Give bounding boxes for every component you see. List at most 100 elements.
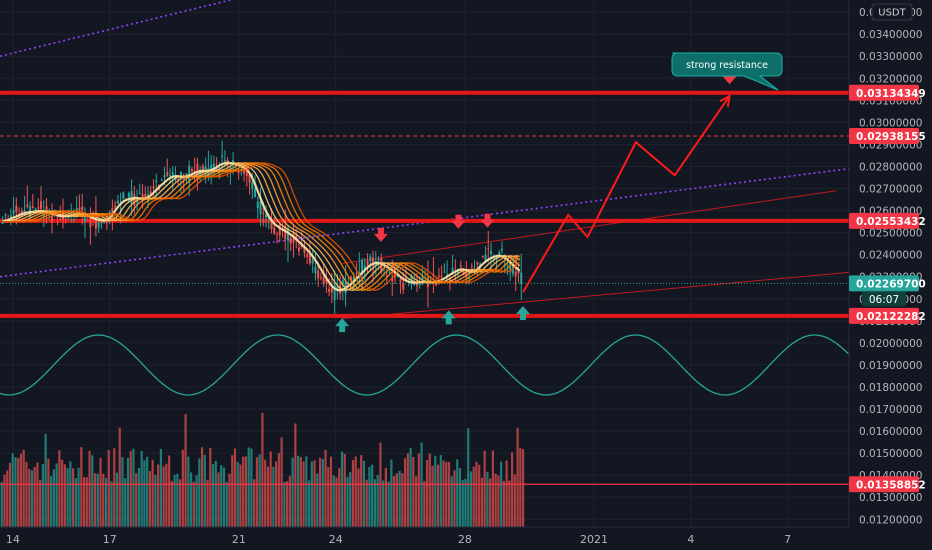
- volume-bar: [93, 473, 97, 527]
- price-tick-label: 0.01800000: [859, 382, 922, 394]
- candle-body: [402, 283, 405, 290]
- currency-badge-box: [871, 3, 913, 21]
- volume-bar: [132, 448, 135, 527]
- volume-bar: [88, 450, 91, 527]
- volume-bar: [214, 460, 217, 527]
- volume-bar: [151, 459, 154, 527]
- candle-body: [78, 207, 81, 211]
- candle-body: [424, 280, 427, 282]
- red-channel-line: [342, 271, 850, 320]
- volume-bar: [176, 473, 179, 527]
- volume-bar: [82, 476, 86, 527]
- candle-body: [45, 206, 48, 214]
- candle-body: [207, 168, 210, 179]
- volume-bar: [30, 470, 34, 527]
- candle-body: [130, 191, 133, 204]
- volume-bar: [102, 473, 105, 527]
- volume-bar: [61, 459, 64, 527]
- volume-bar: [39, 479, 42, 527]
- candle-body: [451, 267, 454, 275]
- volume-bar: [124, 478, 127, 527]
- candle-body: [506, 264, 509, 266]
- volume-bar: [401, 473, 404, 527]
- candle-body: [284, 225, 287, 239]
- level-label-box: [849, 476, 919, 493]
- ema-ribbon: [2, 161, 521, 292]
- volume-bar: [85, 477, 88, 527]
- volume-bar: [280, 437, 283, 527]
- candle-body: [443, 271, 446, 273]
- volume-bar: [513, 474, 516, 527]
- volume-bar: [384, 467, 387, 527]
- volume-bar: [55, 463, 58, 527]
- candle-body: [476, 262, 479, 265]
- volume-bar: [365, 479, 368, 527]
- candle-body: [26, 204, 29, 208]
- volume-bar: [71, 468, 75, 527]
- resistance-level-line: [0, 218, 849, 223]
- buy-signal-arrow-icon: [515, 306, 530, 321]
- candle-body: [330, 287, 333, 293]
- cycle-oscillator: [0, 334, 850, 396]
- volume-bar: [266, 466, 270, 527]
- volume-bar: [373, 479, 377, 527]
- candle-body: [391, 277, 394, 282]
- price-tick-label: 0.03300000: [859, 51, 922, 63]
- sell-signal-arrow-icon: [373, 227, 388, 242]
- volume-bar: [349, 472, 352, 527]
- volume-bar: [198, 458, 201, 527]
- candle-body: [248, 173, 251, 183]
- volume-bar: [442, 460, 445, 527]
- volume-bar: [110, 481, 113, 527]
- projection-arrowhead: [719, 94, 731, 107]
- projection: [522, 94, 731, 293]
- volume-bar: [486, 471, 489, 527]
- purple-dotted-channel-line: [0, 0, 234, 58]
- volume-bar: [283, 481, 286, 527]
- candle-body: [446, 274, 449, 276]
- candle-body: [193, 170, 196, 172]
- volume-bar: [467, 428, 470, 527]
- volume-bar: [472, 466, 475, 527]
- candle-body: [487, 248, 490, 250]
- volume-bar: [63, 464, 66, 527]
- candle-body: [40, 201, 43, 209]
- volume-bar: [11, 453, 14, 527]
- volume-bar: [425, 460, 429, 527]
- volume-bar: [47, 458, 50, 527]
- sell-signal-arrow-icon: [451, 214, 466, 229]
- callout-text: strong resistance: [686, 60, 768, 71]
- volume-bar: [505, 460, 508, 527]
- volume-bar: [159, 448, 162, 527]
- volume-bar: [242, 456, 245, 527]
- time-axis-panel: [0, 527, 932, 550]
- volume-bar: [288, 475, 291, 527]
- price-tick-label: 0.01700000: [859, 404, 922, 416]
- candle-body: [317, 270, 320, 279]
- volume-bar: [80, 447, 83, 527]
- price-tick-label: 0.02500000: [859, 228, 922, 240]
- volume-bar: [335, 477, 338, 527]
- candle-body: [163, 175, 166, 178]
- volume-bar: [480, 477, 484, 527]
- currency-badge[interactable]: USDT: [871, 3, 913, 21]
- volume-bar: [469, 471, 473, 527]
- time-axis[interactable]: [0, 526, 932, 550]
- volume-bar: [255, 457, 259, 527]
- volume-bar: [458, 468, 462, 527]
- volume-bar: [343, 453, 346, 527]
- price-tick-label: 0.01300000: [859, 492, 922, 504]
- volume-bar: [121, 457, 124, 527]
- candle-body: [369, 256, 372, 262]
- callout-bubble: [671, 52, 783, 91]
- volume-bar: [299, 456, 302, 527]
- candle-body: [182, 177, 185, 180]
- level-label-box: [849, 212, 919, 229]
- volume-bar: [464, 478, 467, 527]
- volume-bar: [14, 457, 17, 527]
- price-tick-label: 0.01200000: [859, 514, 922, 526]
- price-tick-label: 0.02000000: [859, 338, 922, 350]
- candle-body: [462, 269, 465, 276]
- horizontal-levels[interactable]: [0, 90, 849, 485]
